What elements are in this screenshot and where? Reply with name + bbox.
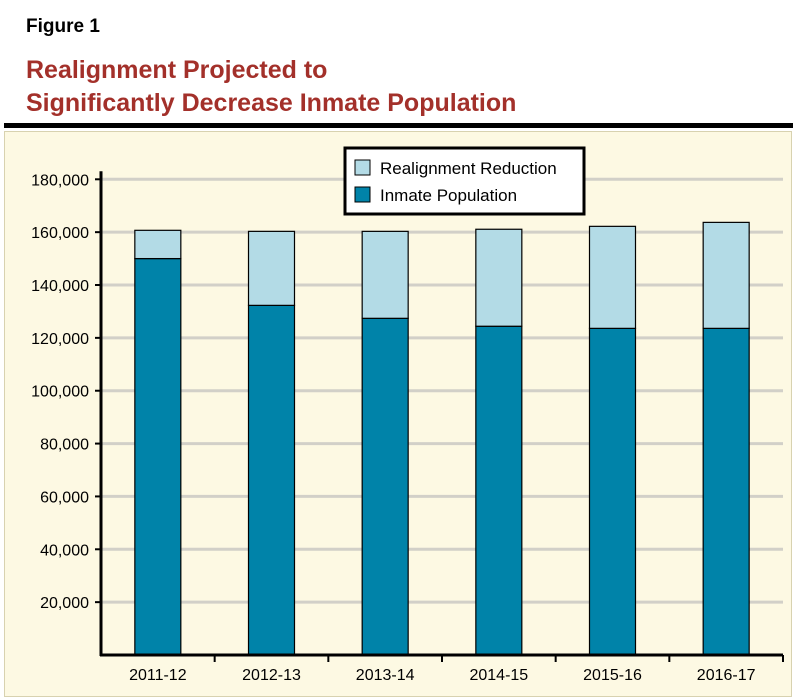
y-tick-label: 20,000 — [40, 595, 89, 612]
x-tick-label: 2016-17 — [697, 667, 756, 684]
y-tick-label: 60,000 — [40, 489, 89, 506]
bar-realignment-reduction-2013-14 — [361, 230, 409, 319]
bar-realignment-reduction-2016-17 — [702, 221, 750, 329]
chart-title-line-1: Realignment Projected to — [26, 56, 328, 84]
y-tick-label: 160,000 — [31, 225, 89, 242]
y-tick-label: 100,000 — [31, 384, 89, 401]
y-tick-label: 120,000 — [31, 331, 89, 348]
legend-label: Realignment Reduction — [380, 159, 557, 178]
bar-realignment-reduction-2014-15 — [475, 228, 523, 327]
bar-inmate-population-2016-17 — [702, 327, 750, 656]
chart-title: Realignment Projected to Significantly D… — [26, 54, 516, 120]
x-tick-label: 2012-13 — [242, 667, 301, 684]
x-tick-label: 2013-14 — [356, 667, 415, 684]
chart-title-line-2: Significantly Decrease Inmate Population — [26, 89, 517, 117]
x-tick-label: 2015-16 — [583, 667, 642, 684]
y-tick-label: 180,000 — [31, 172, 89, 189]
y-tick-label: 140,000 — [31, 278, 89, 295]
legend-label: Inmate Population — [380, 186, 517, 205]
y-tick-label: 80,000 — [40, 437, 89, 454]
bar-inmate-population-2013-14 — [361, 317, 409, 656]
bar-realignment-reduction-2015-16 — [588, 225, 637, 329]
legend: Realignment Reduction Inmate Population — [343, 146, 586, 216]
x-tick-label: 2014-15 — [469, 667, 528, 684]
bar-inmate-population-2015-16 — [588, 327, 637, 656]
bar-inmate-population-2011-12 — [134, 257, 182, 656]
figure-label: Figure 1 — [26, 16, 100, 37]
legend-swatch-realignment-reduction — [354, 159, 371, 176]
legend-swatch-inmate-population — [354, 186, 371, 203]
bar-inmate-population-2012-13 — [247, 304, 296, 656]
legend-box — [343, 146, 586, 216]
x-tick-label: 2011-12 — [129, 667, 187, 684]
bar-realignment-reduction-2012-13 — [247, 230, 296, 306]
bar-inmate-population-2014-15 — [475, 325, 523, 656]
title-divider — [4, 123, 793, 128]
bar-realignment-reduction-2011-12 — [134, 229, 182, 260]
y-tick-label: 40,000 — [40, 542, 89, 559]
